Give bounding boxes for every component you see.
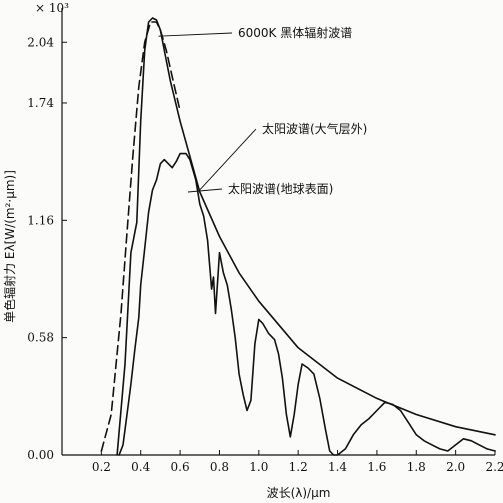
y-tick-label-3: 1.74: [27, 96, 54, 110]
annotation-extraterrestrial: 太阳波谱(大气层外): [262, 121, 367, 136]
extraterrestrial-solar-series: [116, 17, 496, 456]
x-tick-label-1: 0.4: [131, 460, 150, 474]
annotation-surface-leader: [187, 188, 223, 193]
y-tick-label-1: 0.58: [27, 331, 54, 345]
x-tick-label-5: 1.2: [289, 460, 308, 474]
y-axis-label: 单色辐射力 Eλ[W/(m²·μm)]: [2, 170, 17, 323]
x-tick-label-9: 2.0: [446, 460, 465, 474]
x-tick-label-7: 1.6: [367, 460, 386, 474]
y-tick-label-4: 2.04: [27, 35, 54, 49]
surface-solar-series: [118, 152, 496, 456]
annotation-blackbody: 6000K 黑体辐射波谱: [238, 25, 352, 40]
y-tick-label-2: 1.16: [27, 213, 54, 227]
y-tick-label-0: 0.00: [27, 448, 54, 462]
annotation-blackbody-leader: [158, 32, 233, 37]
x-tick-label-4: 1.0: [249, 460, 268, 474]
series-group: [100, 17, 496, 456]
y-multiplier-label: × 10³: [35, 1, 69, 15]
axes-group: 0.00 0.58 1.16 1.74 2.04 0.2 0.4 0.6 0.8 1.0 1.2 1.…: [27, 8, 503, 474]
x-axis-label: 波长(λ)/μm: [267, 486, 331, 500]
annotation-surface: 太阳波谱(地球表面): [228, 181, 333, 196]
x-tick-label-3: 0.8: [210, 460, 229, 474]
annotation-extraterrestrial-leader: [199, 128, 257, 191]
x-tick-label-8: 1.8: [407, 460, 426, 474]
x-tick-label-0: 0.2: [92, 460, 111, 474]
x-tick-label-6: 1.4: [328, 460, 347, 474]
blackbody-6000k-series: [100, 21, 181, 452]
x-tick-label-10: 2.2: [485, 460, 503, 474]
x-tick-label-2: 0.6: [171, 460, 190, 474]
